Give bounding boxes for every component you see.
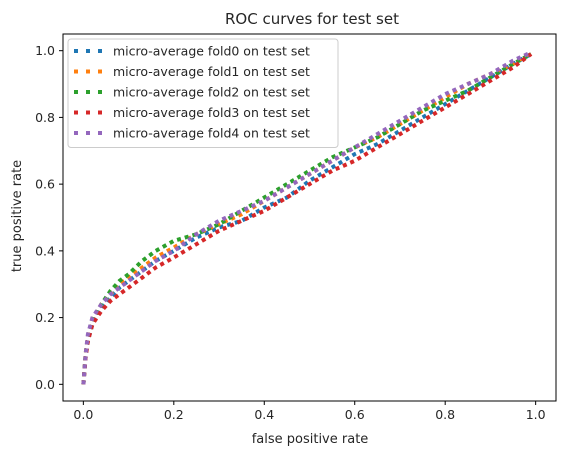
x-axis-ticks: 0.0 0.2 0.4 0.6 0.8 1.0 xyxy=(73,401,546,422)
y-axis-label: true positive rate xyxy=(10,160,25,272)
legend-box xyxy=(67,38,339,148)
legend-label-fold1: micro-average fold1 on test set xyxy=(113,64,310,79)
y-tick-label: 0.6 xyxy=(35,177,55,192)
series-line-fold0 xyxy=(81,52,533,385)
axes-frame xyxy=(62,33,557,402)
plot-area xyxy=(62,33,557,402)
x-tick-label: 0.2 xyxy=(164,407,184,422)
y-tick-label: 0.2 xyxy=(35,310,55,325)
series-line-fold4 xyxy=(81,50,532,385)
series-layer xyxy=(81,50,533,385)
chart-title: ROC curves for test set xyxy=(225,10,399,28)
series-line-fold1 xyxy=(81,50,533,385)
x-axis-label: false positive rate xyxy=(252,432,369,447)
y-tick-label: 0.0 xyxy=(35,377,55,392)
legend-label-fold3: micro-average fold3 on test set xyxy=(113,105,310,120)
x-tick-label: 0.4 xyxy=(254,407,274,422)
x-tick-label: 0.6 xyxy=(345,407,365,422)
y-axis-ticks: 0.0 0.2 0.4 0.6 0.8 1.0 xyxy=(35,43,63,392)
legend: micro-average fold0 on test set micro-ave… xyxy=(67,38,339,148)
y-tick-label: 1.0 xyxy=(35,43,55,58)
y-tick-label: 0.4 xyxy=(35,243,55,258)
x-tick-label: 0.0 xyxy=(73,407,93,422)
legend-label-fold0: micro-average fold0 on test set xyxy=(113,44,310,59)
x-tick-label: 1.0 xyxy=(526,407,546,422)
legend-label-fold2: micro-average fold2 on test set xyxy=(113,85,310,100)
legend-label-fold4: micro-average fold4 on test set xyxy=(113,126,310,141)
y-tick-label: 0.8 xyxy=(35,110,55,125)
x-tick-label: 0.8 xyxy=(435,407,455,422)
series-line-fold3 xyxy=(81,52,533,385)
